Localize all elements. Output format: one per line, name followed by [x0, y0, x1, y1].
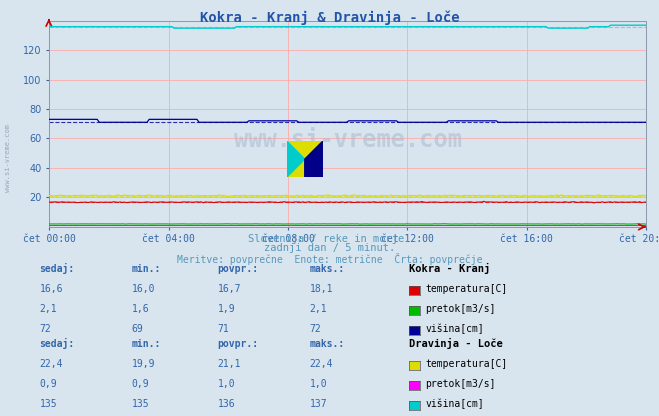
Text: maks.:: maks.:: [310, 339, 345, 349]
Text: višina[cm]: višina[cm]: [425, 399, 484, 409]
Text: sedaj:: sedaj:: [40, 338, 74, 349]
Text: 19,9: 19,9: [132, 359, 156, 369]
Text: 137: 137: [310, 399, 328, 409]
Text: višina[cm]: višina[cm]: [425, 324, 484, 334]
Text: 18,1: 18,1: [310, 285, 333, 295]
Text: 0,9: 0,9: [132, 379, 150, 389]
Text: min.:: min.:: [132, 265, 161, 275]
Text: sedaj:: sedaj:: [40, 263, 74, 275]
Text: 16,0: 16,0: [132, 285, 156, 295]
Text: 16,6: 16,6: [40, 285, 63, 295]
Text: 136: 136: [217, 399, 235, 409]
Text: 72: 72: [40, 324, 51, 334]
Text: 69: 69: [132, 324, 144, 334]
Text: Kokra - Kranj: Kokra - Kranj: [409, 263, 490, 275]
Text: www.si-vreme.com: www.si-vreme.com: [5, 124, 11, 192]
Text: temperatura[C]: temperatura[C]: [425, 285, 507, 295]
Polygon shape: [287, 141, 304, 177]
Text: Kokra - Kranj & Dravinja - Loče: Kokra - Kranj & Dravinja - Loče: [200, 10, 459, 25]
Text: 22,4: 22,4: [310, 359, 333, 369]
Text: 16,7: 16,7: [217, 285, 241, 295]
Text: 2,1: 2,1: [40, 305, 57, 314]
Text: www.si-vreme.com: www.si-vreme.com: [234, 128, 461, 152]
Text: 0,9: 0,9: [40, 379, 57, 389]
Text: 135: 135: [40, 399, 57, 409]
Text: 1,6: 1,6: [132, 305, 150, 314]
Text: 1,0: 1,0: [310, 379, 328, 389]
Text: 1,0: 1,0: [217, 379, 235, 389]
Text: Slovenija / reke in morje.: Slovenija / reke in morje.: [248, 234, 411, 244]
Text: 135: 135: [132, 399, 150, 409]
Text: povpr.:: povpr.:: [217, 265, 258, 275]
Text: Meritve: povprečne  Enote: metrične  Črta: povprečje: Meritve: povprečne Enote: metrične Črta:…: [177, 253, 482, 265]
Text: 1,9: 1,9: [217, 305, 235, 314]
Text: 22,4: 22,4: [40, 359, 63, 369]
Polygon shape: [304, 159, 323, 177]
Text: maks.:: maks.:: [310, 265, 345, 275]
Text: 2,1: 2,1: [310, 305, 328, 314]
Text: 21,1: 21,1: [217, 359, 241, 369]
Text: zadnji dan / 5 minut.: zadnji dan / 5 minut.: [264, 243, 395, 253]
Text: Dravinja - Loče: Dravinja - Loče: [409, 338, 502, 349]
Polygon shape: [304, 141, 323, 177]
Text: temperatura[C]: temperatura[C]: [425, 359, 507, 369]
Text: pretok[m3/s]: pretok[m3/s]: [425, 305, 496, 314]
Text: 71: 71: [217, 324, 229, 334]
Text: pretok[m3/s]: pretok[m3/s]: [425, 379, 496, 389]
Text: min.:: min.:: [132, 339, 161, 349]
Text: povpr.:: povpr.:: [217, 339, 258, 349]
Text: 72: 72: [310, 324, 322, 334]
